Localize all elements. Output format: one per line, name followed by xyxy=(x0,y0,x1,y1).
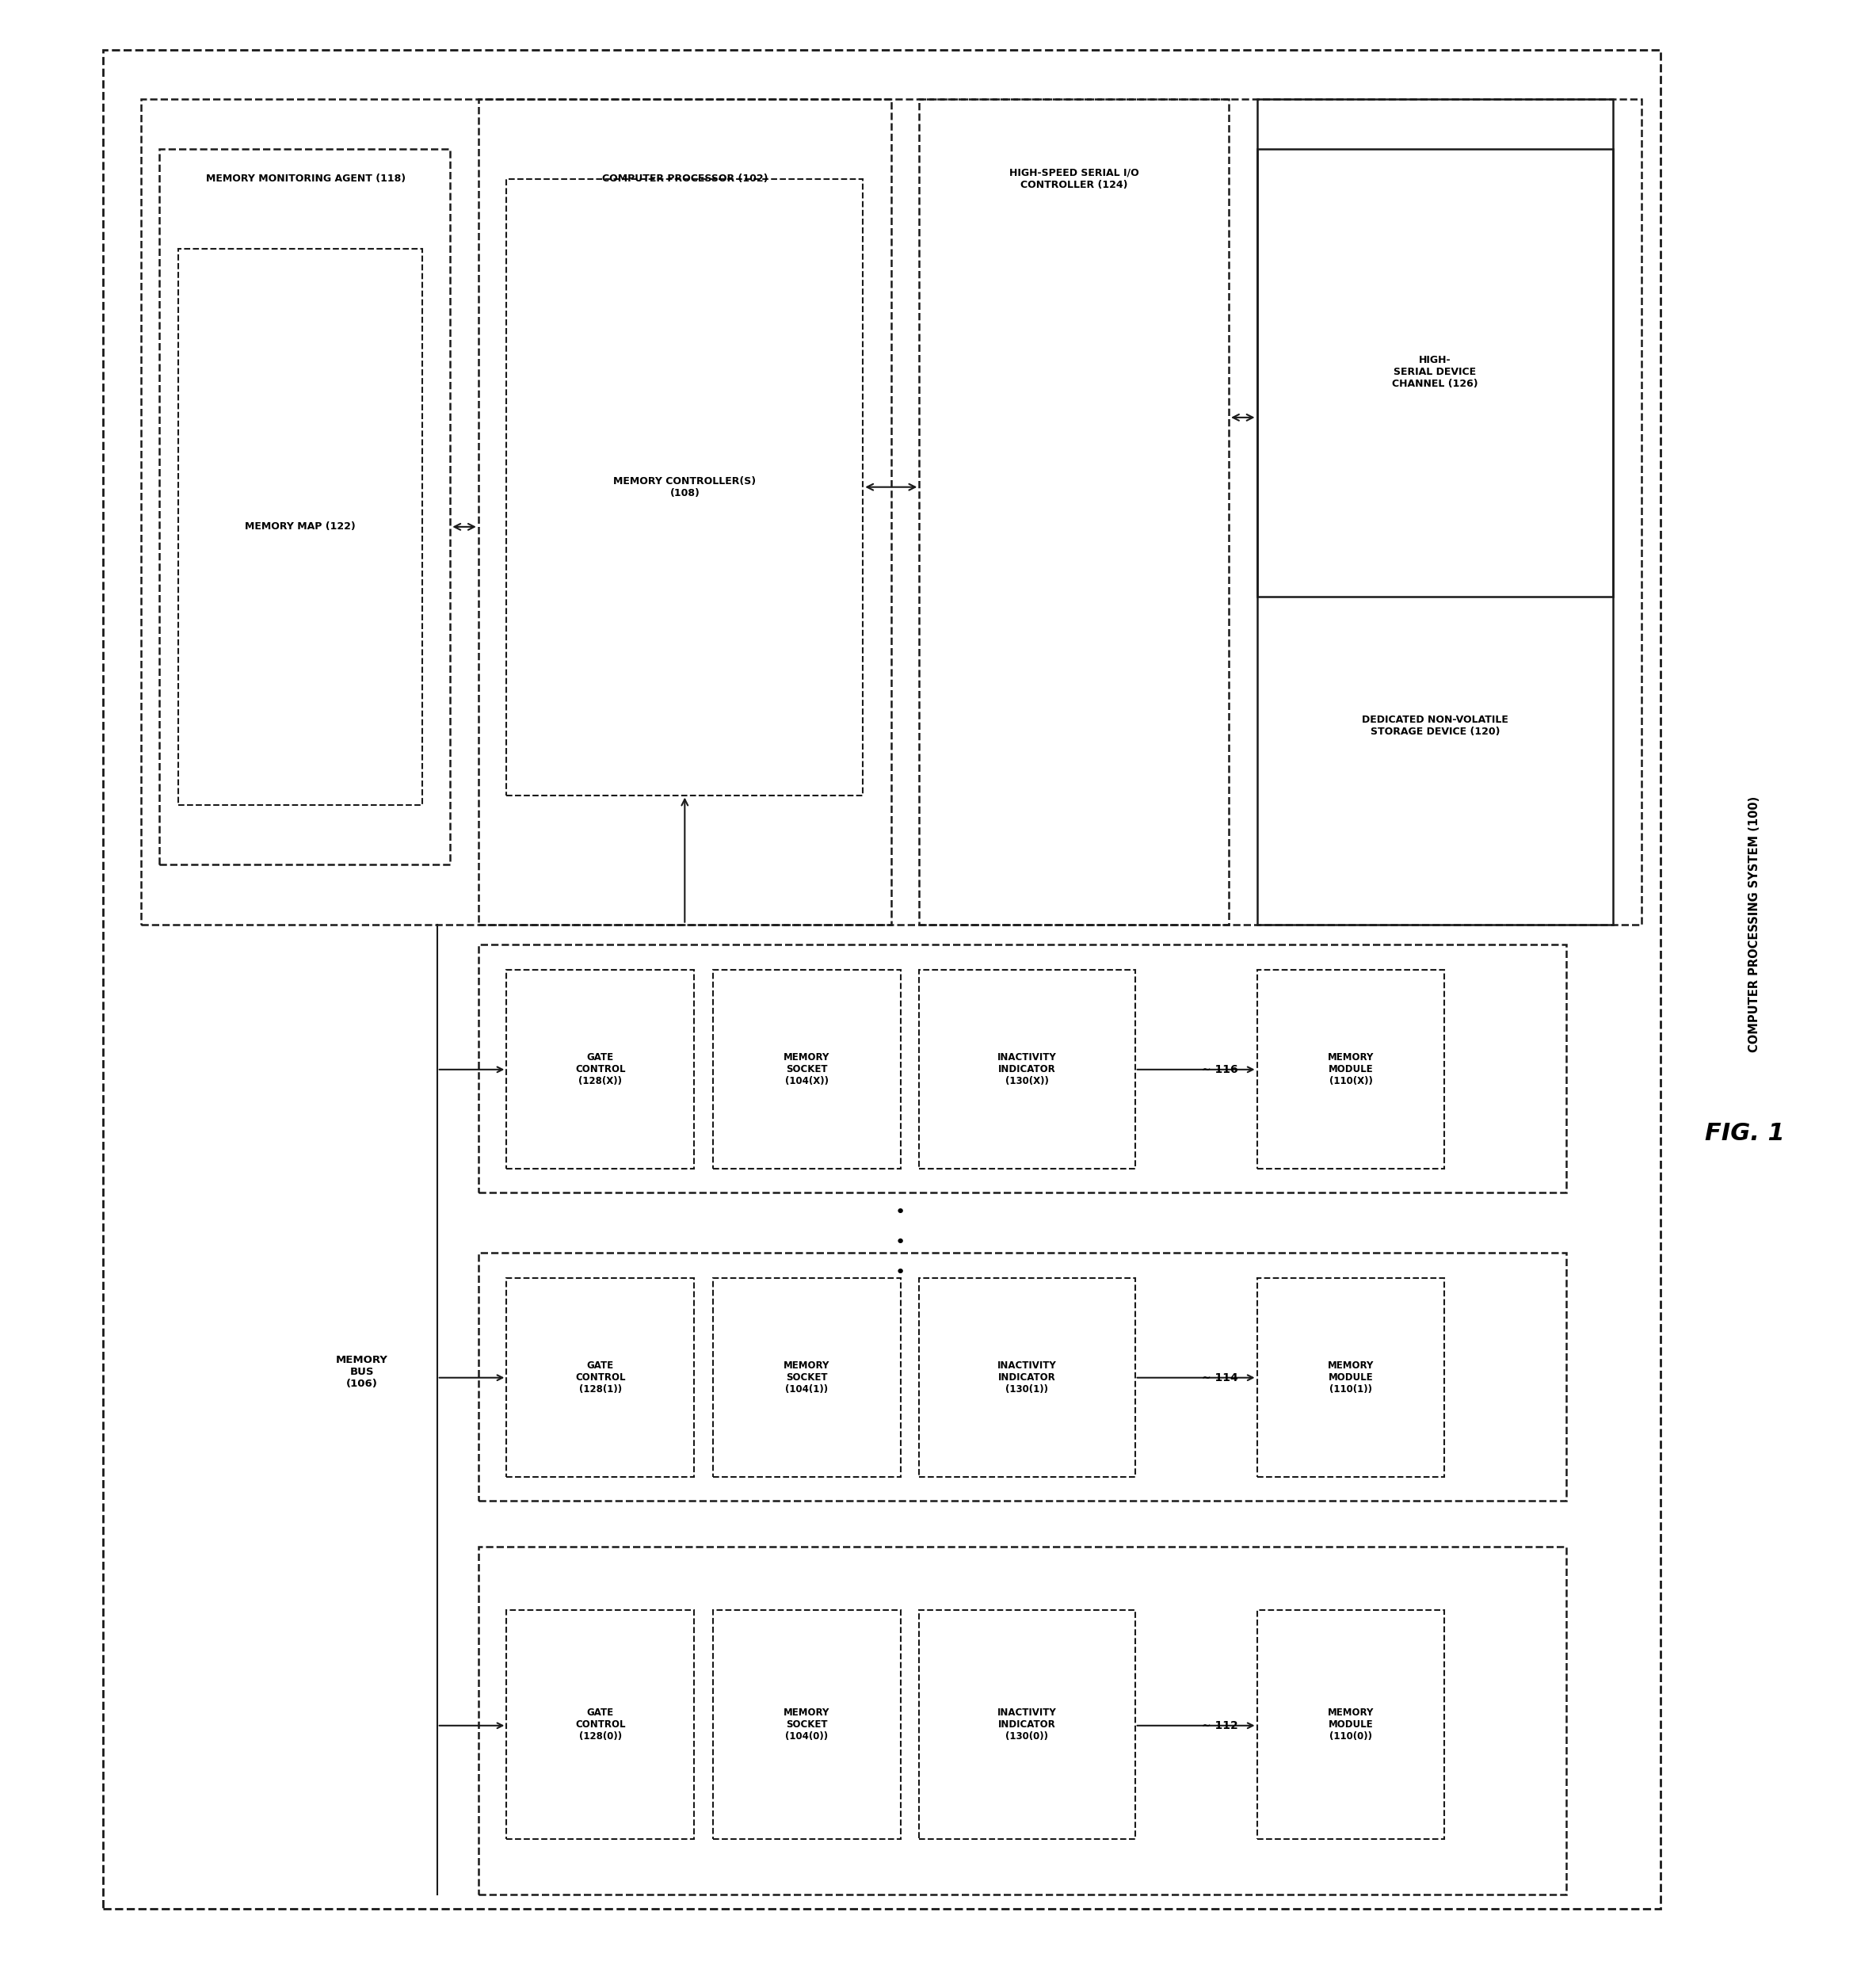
Bar xyxy=(159,149,450,865)
Text: MEMORY
BUS
(106): MEMORY BUS (106) xyxy=(336,1354,388,1390)
Bar xyxy=(178,248,422,805)
Text: MEMORY
MODULE
(110(X)): MEMORY MODULE (110(X)) xyxy=(1328,1052,1373,1087)
Text: GATE
CONTROL
(128(1)): GATE CONTROL (128(1)) xyxy=(576,1360,625,1396)
Bar xyxy=(919,1278,1135,1477)
Bar xyxy=(919,970,1135,1169)
Bar xyxy=(919,1610,1135,1839)
Text: MEMORY
MODULE
(110(1)): MEMORY MODULE (110(1)) xyxy=(1328,1360,1373,1396)
Text: INACTIVITY
INDICATOR
(130(1)): INACTIVITY INDICATOR (130(1)) xyxy=(998,1360,1056,1396)
Bar xyxy=(1257,1610,1445,1839)
Text: MEMORY MAP (122): MEMORY MAP (122) xyxy=(244,521,356,533)
Text: INACTIVITY
INDICATOR
(130(X)): INACTIVITY INDICATOR (130(X)) xyxy=(998,1052,1056,1087)
Text: MEMORY CONTROLLER(S)
(108): MEMORY CONTROLLER(S) (108) xyxy=(613,475,756,499)
Bar xyxy=(1257,970,1445,1169)
Text: MEMORY
SOCKET
(104(0)): MEMORY SOCKET (104(0)) xyxy=(784,1708,829,1741)
Text: GATE
CONTROL
(128(0)): GATE CONTROL (128(0)) xyxy=(576,1708,625,1741)
Text: MEMORY
MODULE
(110(0)): MEMORY MODULE (110(0)) xyxy=(1328,1708,1373,1741)
Bar xyxy=(507,970,694,1169)
Text: •: • xyxy=(895,1264,906,1280)
Text: ~ 112: ~ 112 xyxy=(1203,1720,1238,1732)
Text: ~ 114: ~ 114 xyxy=(1203,1372,1238,1384)
Bar xyxy=(1257,99,1613,924)
Bar xyxy=(478,944,1566,1193)
Bar xyxy=(103,50,1660,1908)
Bar xyxy=(478,1547,1566,1895)
Text: MEMORY
SOCKET
(104(X)): MEMORY SOCKET (104(X)) xyxy=(784,1052,829,1087)
Text: COMPUTER PROCESSING SYSTEM (100): COMPUTER PROCESSING SYSTEM (100) xyxy=(1748,797,1760,1052)
Text: MEMORY MONITORING AGENT (118): MEMORY MONITORING AGENT (118) xyxy=(206,173,405,185)
Text: HIGH-SPEED SERIAL I/O
CONTROLLER (124): HIGH-SPEED SERIAL I/O CONTROLLER (124) xyxy=(1009,167,1139,191)
Bar xyxy=(919,99,1229,924)
Text: •: • xyxy=(895,1235,906,1250)
Text: •: • xyxy=(895,1205,906,1221)
Bar xyxy=(1257,1278,1445,1477)
Bar xyxy=(713,1610,900,1839)
Bar xyxy=(507,1278,694,1477)
Text: MEMORY
SOCKET
(104(1)): MEMORY SOCKET (104(1)) xyxy=(784,1360,829,1396)
Bar xyxy=(141,99,1642,924)
Text: GATE
CONTROL
(128(X)): GATE CONTROL (128(X)) xyxy=(576,1052,625,1087)
Bar xyxy=(507,179,863,795)
Text: HIGH-
SERIAL DEVICE
CHANNEL (126): HIGH- SERIAL DEVICE CHANNEL (126) xyxy=(1392,354,1478,390)
Bar xyxy=(478,1252,1566,1501)
Text: FIG. 1: FIG. 1 xyxy=(1705,1121,1784,1145)
Bar xyxy=(713,1278,900,1477)
Bar xyxy=(1257,149,1613,596)
Bar xyxy=(713,970,900,1169)
Bar xyxy=(507,1610,694,1839)
Text: COMPUTER PROCESSOR (102): COMPUTER PROCESSOR (102) xyxy=(602,173,767,185)
Text: INACTIVITY
INDICATOR
(130(0)): INACTIVITY INDICATOR (130(0)) xyxy=(998,1708,1056,1741)
Bar xyxy=(478,99,891,924)
Text: DEDICATED NON-VOLATILE
STORAGE DEVICE (120): DEDICATED NON-VOLATILE STORAGE DEVICE (1… xyxy=(1362,714,1508,738)
Text: ~ 116: ~ 116 xyxy=(1203,1064,1238,1076)
